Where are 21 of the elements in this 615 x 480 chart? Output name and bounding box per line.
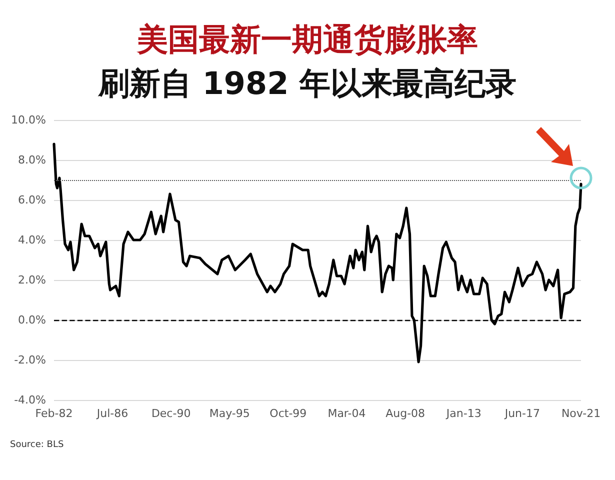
x-tick-label: May-95 — [209, 407, 250, 420]
x-tick-label: Nov-21 — [561, 407, 601, 420]
x-tick-label: Feb-82 — [35, 407, 73, 420]
x-tick-label: Jan-13 — [445, 407, 482, 420]
y-tick-label: 6.0% — [18, 194, 46, 206]
y-tick-label: 2.0% — [18, 274, 46, 286]
x-tick-label: Jun-17 — [504, 407, 540, 420]
x-tick-label: Mar-04 — [328, 407, 366, 420]
y-tick-label: -2.0% — [14, 354, 46, 366]
source-note: Source: BLS — [10, 440, 64, 450]
x-tick-label: Dec-90 — [151, 407, 191, 420]
chart-subtitle: 刷新自 1982 年以来最高纪录 — [97, 65, 518, 104]
x-tick-label: Oct-99 — [270, 407, 307, 420]
y-tick-label: -4.0% — [14, 394, 46, 406]
y-tick-label: 0.0% — [18, 314, 46, 326]
y-tick-label: 10.0% — [11, 114, 46, 126]
y-tick-label: 4.0% — [18, 234, 46, 246]
x-tick-label: Aug-08 — [386, 407, 426, 420]
y-tick-label: 8.0% — [18, 154, 46, 166]
x-tick-label: Jul-86 — [96, 407, 128, 420]
chart-title: 美国最新一期通货膨胀率 — [136, 21, 479, 60]
